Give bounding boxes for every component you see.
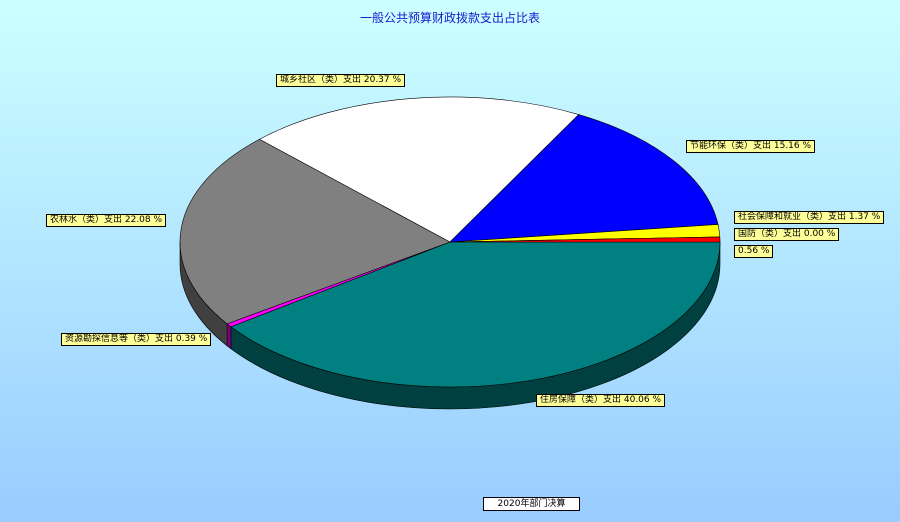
slice-2 (179, 138, 451, 325)
label-resource: 资源勘探信息等（类）支出 0.39 % (61, 333, 212, 346)
slice-6 (449, 236, 721, 243)
legend-item: 2020年部门决算 (483, 497, 580, 511)
label-city: 城乡社区（类）支出 20.37 % (276, 74, 406, 87)
slice-4 (449, 114, 719, 243)
slice-0 (230, 241, 721, 388)
label-social: 社会保障和就业（类）支出 1.37 % (734, 211, 885, 224)
slice-3 (258, 96, 580, 243)
chart-title: 一般公共预算财政拨款支出占比表 (359, 11, 540, 25)
label-defense: 国防（类）支出 0.00 % (734, 228, 840, 241)
slice-side-1 (226, 323, 232, 350)
label-energy: 节能环保（类）支出 15.16 % (686, 140, 816, 153)
label-housing: 住房保障（类）支出 40.06 % (536, 394, 666, 407)
label-agri: 农林水（类）支出 22.08 % (46, 214, 167, 227)
label-red: 0.56 % (734, 245, 774, 258)
